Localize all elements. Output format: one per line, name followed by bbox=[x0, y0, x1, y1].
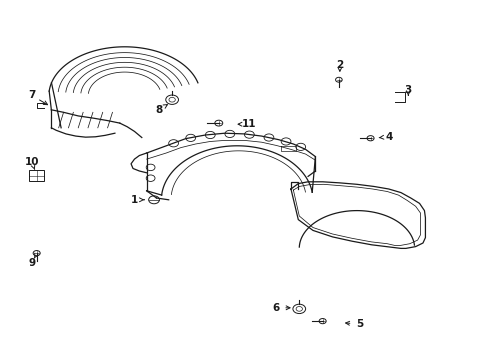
Text: 6: 6 bbox=[272, 303, 279, 313]
Text: 5: 5 bbox=[355, 319, 362, 329]
Text: 7: 7 bbox=[28, 90, 36, 100]
Text: 11: 11 bbox=[242, 119, 256, 129]
Text: 8: 8 bbox=[155, 105, 162, 115]
Text: 1: 1 bbox=[131, 195, 138, 205]
Text: 2: 2 bbox=[336, 60, 343, 70]
Text: 3: 3 bbox=[404, 85, 411, 95]
Text: 9: 9 bbox=[28, 258, 35, 268]
Text: 10: 10 bbox=[24, 157, 39, 167]
Text: 4: 4 bbox=[384, 132, 392, 142]
